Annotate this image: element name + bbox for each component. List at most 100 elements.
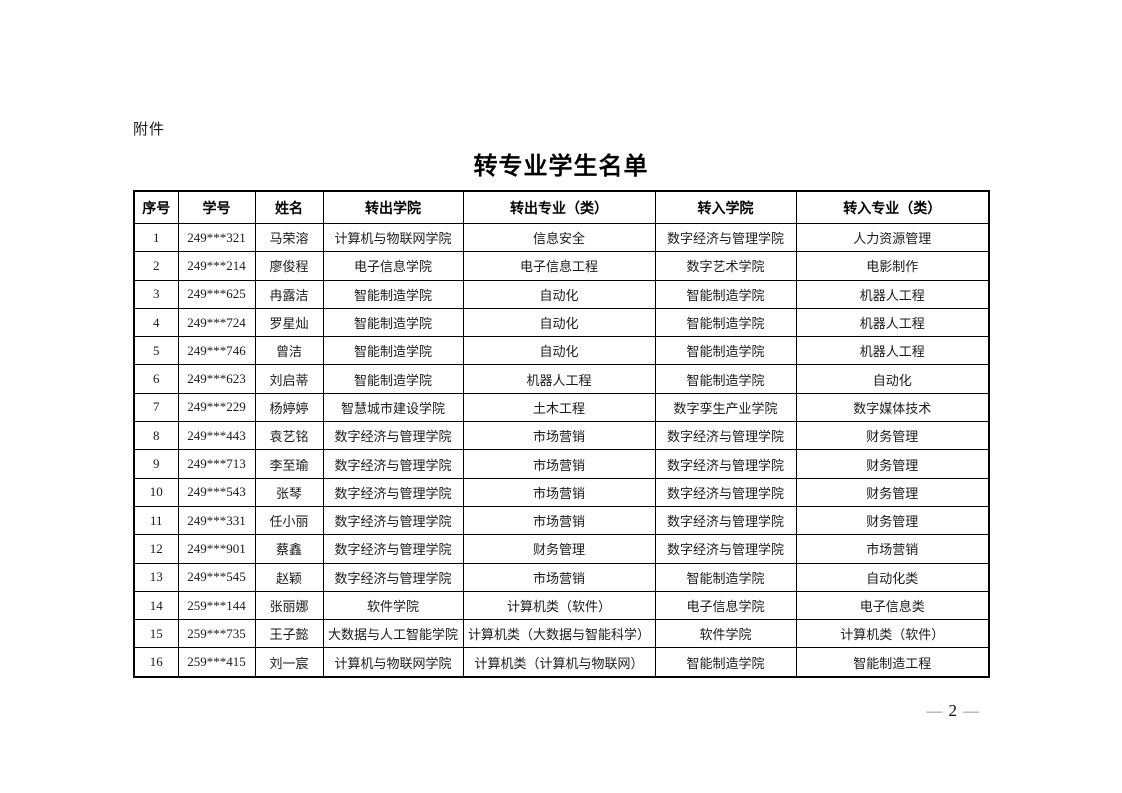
table-cell: 市场营销 xyxy=(462,421,656,451)
page-number-dash-right: — xyxy=(963,703,979,720)
table-cell: 智能制造学院 xyxy=(322,279,464,309)
table-cell: 市场营销 xyxy=(462,477,656,507)
page-number-value: 2 xyxy=(948,701,958,720)
table-cell: 数字经济与管理学院 xyxy=(654,477,797,507)
page-number: — 2 — xyxy=(921,701,986,721)
table-cell: 249***214 xyxy=(177,251,256,281)
table-cell: 软件学院 xyxy=(654,619,797,649)
table-cell: 自动化 xyxy=(462,279,656,309)
table-cell: 赵颖 xyxy=(254,562,324,592)
table-cell: 机器人工程 xyxy=(462,364,656,394)
table-cell: 259***735 xyxy=(177,619,256,649)
table-row: 13 249***545 赵颖 数字经济与管理学院 市场营销 智能制造学院 自动化类 xyxy=(133,562,990,592)
table-cell: 电子信息工程 xyxy=(462,251,656,281)
table-cell: 智能制造学院 xyxy=(322,336,464,366)
table-cell: 249***625 xyxy=(177,279,256,309)
table-cell: 财务管理 xyxy=(795,477,990,507)
table-row: 1 249***321 马荣溶 计算机与物联网学院 信息安全 数字经济与管理学院 人力资源管… xyxy=(133,222,990,253)
table-cell: 3 xyxy=(133,279,179,309)
page-number-dash-left: — xyxy=(926,703,943,720)
table-cell: 10 xyxy=(133,477,179,507)
table-row: 10 249***543 张琴 数字经济与管理学院 市场营销 数字经济与管理学院 财务管理 xyxy=(133,477,990,507)
table-cell: 13 xyxy=(133,562,179,592)
table-cell: 市场营销 xyxy=(462,505,656,536)
table-cell: 数字艺术学院 xyxy=(654,251,797,281)
table-cell: 张丽娜 xyxy=(254,590,324,621)
table-cell: 7 xyxy=(133,392,179,423)
table-cell: 电子信息类 xyxy=(795,590,990,621)
table-cell: 人力资源管理 xyxy=(795,222,990,253)
table-cell: 机器人工程 xyxy=(795,336,990,366)
table-cell: 蔡鑫 xyxy=(254,534,324,564)
table-cell: 15 xyxy=(133,619,179,649)
table-row: 16 259***415 刘一宸 计算机与物联网学院 计算机类（计算机与物联网） 智能制造… xyxy=(133,647,990,678)
header-cell: 转出专业（类） xyxy=(462,190,656,224)
table-cell: 李至瑜 xyxy=(254,449,324,479)
students-table: 序号 学号 姓名 转出学院 转出专业（类） 转入学院 转入专业（类） 1 249***321 马… xyxy=(133,190,990,678)
table-cell: 9 xyxy=(133,449,179,479)
table-cell: 自动化 xyxy=(795,364,990,394)
table-cell: 数字经济与管理学院 xyxy=(322,449,464,479)
table-cell: 智能制造学院 xyxy=(322,364,464,394)
table-cell: 计算机类（软件） xyxy=(795,619,990,649)
table-cell: 259***144 xyxy=(177,590,256,621)
table-cell: 8 xyxy=(133,421,179,451)
header-cell: 转入专业（类） xyxy=(795,190,990,224)
table-cell: 自动化 xyxy=(462,336,656,366)
table-cell: 任小丽 xyxy=(254,505,324,536)
table-cell: 数字经济与管理学院 xyxy=(654,534,797,564)
table-row: 11 249***331 任小丽 数字经济与管理学院 市场营销 数字经济与管理学院 财务管理 xyxy=(133,505,990,536)
table-row: 2 249***214 廖俊程 电子信息学院 电子信息工程 数字艺术学院 电影制作 xyxy=(133,251,990,281)
table-cell: 机器人工程 xyxy=(795,307,990,338)
table-cell: 自动化 xyxy=(462,307,656,338)
table-cell: 数字经济与管理学院 xyxy=(322,421,464,451)
table-cell: 机器人工程 xyxy=(795,279,990,309)
table-row: 6 249***623 刘启蒂 智能制造学院 机器人工程 智能制造学院 自动化 xyxy=(133,364,990,394)
table-cell: 数字经济与管理学院 xyxy=(654,222,797,253)
table-cell: 杨婷婷 xyxy=(254,392,324,423)
table-cell: 电影制作 xyxy=(795,251,990,281)
table-cell: 信息安全 xyxy=(462,222,656,253)
table-cell: 计算机类（软件） xyxy=(462,590,656,621)
table-cell: 计算机与物联网学院 xyxy=(322,647,464,678)
table-cell: 市场营销 xyxy=(462,449,656,479)
table-cell: 土木工程 xyxy=(462,392,656,423)
table-row: 14 259***144 张丽娜 软件学院 计算机类（软件） 电子信息学院 电子信息类 xyxy=(133,590,990,621)
table-cell: 16 xyxy=(133,647,179,678)
table-cell: 财务管理 xyxy=(462,534,656,564)
table-cell: 1 xyxy=(133,222,179,253)
table-cell: 马荣溶 xyxy=(254,222,324,253)
table-cell: 249***713 xyxy=(177,449,256,479)
table-cell: 智能制造学院 xyxy=(654,364,797,394)
table-cell: 廖俊程 xyxy=(254,251,324,281)
table-cell: 财务管理 xyxy=(795,421,990,451)
table-cell: 249***901 xyxy=(177,534,256,564)
header-cell: 转入学院 xyxy=(654,190,797,224)
table-row: 12 249***901 蔡鑫 数字经济与管理学院 财务管理 数字经济与管理学院 市场营销 xyxy=(133,534,990,564)
table-cell: 大数据与人工智能学院 xyxy=(322,619,464,649)
table-cell: 计算机类（大数据与智能科学） xyxy=(462,619,656,649)
table-cell: 12 xyxy=(133,534,179,564)
table-row: 9 249***713 李至瑜 数字经济与管理学院 市场营销 数字经济与管理学院 财务管理 xyxy=(133,449,990,479)
table-cell: 249***443 xyxy=(177,421,256,451)
table-cell: 计算机与物联网学院 xyxy=(322,222,464,253)
table-cell: 2 xyxy=(133,251,179,281)
table-cell: 电子信息学院 xyxy=(654,590,797,621)
table-cell: 市场营销 xyxy=(795,534,990,564)
table-cell: 刘一宸 xyxy=(254,647,324,678)
table-cell: 刘启蒂 xyxy=(254,364,324,394)
header-cell: 姓名 xyxy=(254,190,324,224)
page-title: 转专业学生名单 xyxy=(473,153,649,180)
table-cell: 袁艺铭 xyxy=(254,421,324,451)
table-cell: 曾洁 xyxy=(254,336,324,366)
table-cell: 249***724 xyxy=(177,307,256,338)
table-cell: 王子懿 xyxy=(254,619,324,649)
attachment-label: 附件 xyxy=(133,122,166,138)
table-cell: 数字经济与管理学院 xyxy=(654,505,797,536)
table-cell: 11 xyxy=(133,505,179,536)
table-cell: 智能制造学院 xyxy=(322,307,464,338)
table-cell: 249***331 xyxy=(177,505,256,536)
table-cell: 软件学院 xyxy=(322,590,464,621)
table-cell: 数字经济与管理学院 xyxy=(322,505,464,536)
